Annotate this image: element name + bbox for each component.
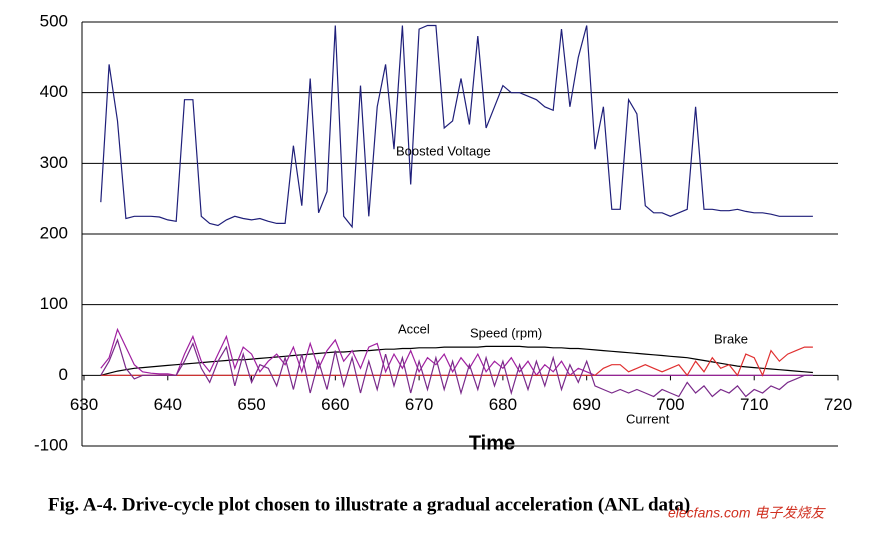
series-label: Brake: [714, 331, 748, 346]
y-tick-label: -100: [34, 435, 68, 454]
x-tick-label: 710: [740, 395, 768, 414]
series-label: Current: [626, 411, 670, 426]
x-tick-label: 640: [154, 395, 182, 414]
series-label: Accel: [398, 321, 430, 336]
y-tick-label: 500: [40, 11, 68, 30]
series-line: [100, 327, 813, 377]
watermark: elecfans.com 电子发烧友: [668, 505, 826, 521]
x-tick-label: 690: [572, 395, 600, 414]
y-tick-label: 300: [40, 153, 68, 172]
x-tick-label: 720: [824, 395, 852, 414]
series-label: Boosted Voltage: [396, 143, 491, 158]
x-tick-label: 660: [321, 395, 349, 414]
x-tick-label: 650: [237, 395, 265, 414]
x-tick-label: 670: [405, 395, 433, 414]
y-tick-label: 400: [40, 82, 68, 101]
y-tick-label: 100: [40, 294, 68, 313]
x-tick-label: 700: [656, 395, 684, 414]
series-line: [100, 24, 813, 229]
series-label: Speed (rpm): [470, 325, 542, 340]
series-line: [100, 338, 813, 398]
series-line: [100, 345, 813, 376]
x-tick-label: 680: [489, 395, 517, 414]
y-tick-label: 0: [59, 365, 68, 384]
x-axis-label: Time: [469, 432, 515, 454]
y-tick-label: 200: [40, 223, 68, 242]
x-tick-label: 630: [70, 395, 98, 414]
caption: Fig. A-4. Drive-cycle plot chosen to ill…: [48, 494, 690, 515]
